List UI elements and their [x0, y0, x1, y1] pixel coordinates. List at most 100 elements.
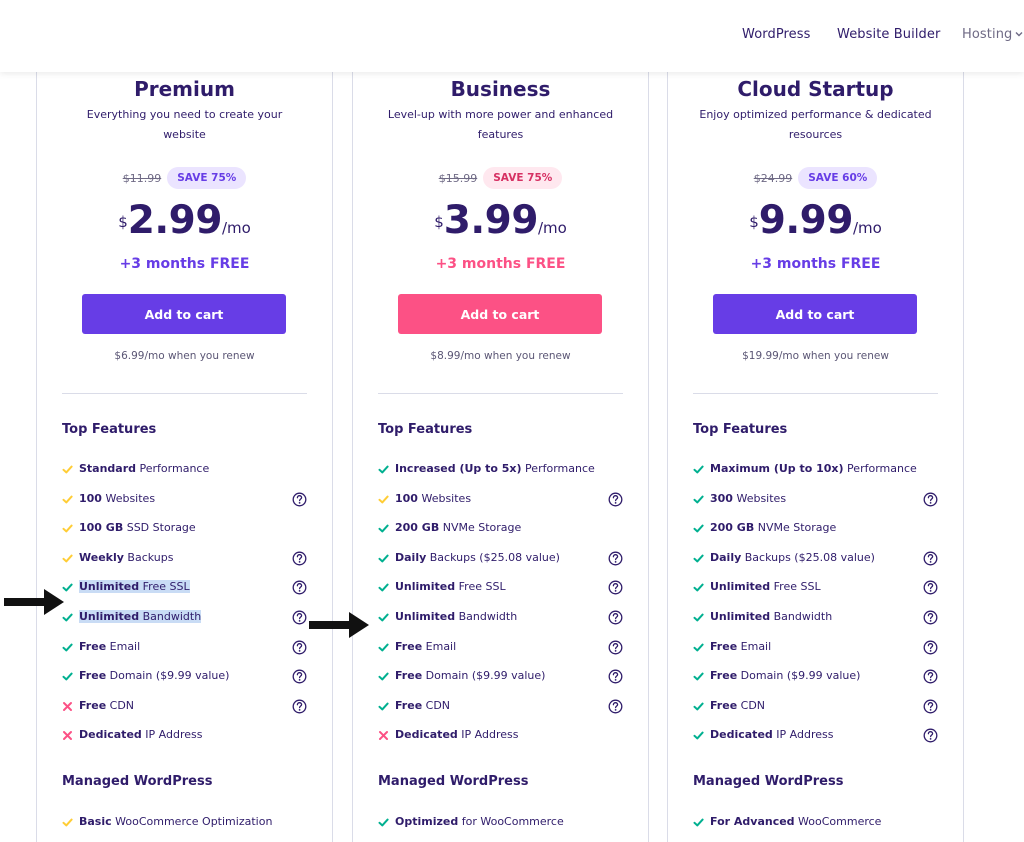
help-icon[interactable] — [608, 699, 623, 714]
feature-item: Free Domain ($9.99 value) — [693, 668, 938, 686]
cross-icon — [379, 731, 388, 740]
feature-item: Maximum (Up to 10x) Performance — [693, 461, 938, 479]
check-icon — [378, 583, 389, 592]
feature-text: Free Domain ($9.99 value) — [79, 669, 229, 682]
feature-emphasis: For Advanced — [710, 815, 795, 828]
feature-item: Unlimited Bandwidth — [378, 609, 623, 627]
check-icon — [378, 465, 389, 474]
help-icon[interactable] — [608, 669, 623, 684]
check-icon — [378, 672, 389, 681]
help-icon[interactable] — [292, 699, 307, 714]
check-icon — [693, 731, 704, 740]
original-price: $15.99 — [438, 171, 478, 185]
feature-text: Dedicated IP Address — [79, 728, 202, 741]
managed-wordpress-title: Managed WordPress — [378, 774, 529, 789]
help-icon[interactable] — [292, 492, 307, 507]
feature-text: Unlimited Free SSL — [79, 580, 190, 593]
check-icon — [62, 465, 73, 474]
help-icon[interactable] — [923, 580, 938, 595]
feature-item: Free CDN — [693, 698, 938, 716]
feature-item: 100 GB SSD Storage — [62, 520, 307, 538]
help-icon[interactable] — [923, 669, 938, 684]
help-icon[interactable] — [292, 640, 307, 655]
help-icon[interactable] — [923, 551, 938, 566]
feature-emphasis: Free — [710, 669, 738, 682]
help-icon[interactable] — [923, 640, 938, 655]
top-navigation-bar: WordPress Website Builder Hosting — [0, 0, 1024, 72]
help-icon[interactable] — [292, 580, 307, 595]
feature-emphasis: Free — [79, 669, 107, 682]
help-icon[interactable] — [608, 551, 623, 566]
feature-text: Maximum (Up to 10x) Performance — [710, 462, 917, 475]
help-icon[interactable] — [923, 728, 938, 743]
check-icon — [62, 583, 73, 592]
help-icon[interactable] — [292, 610, 307, 625]
feature-item: Free Email — [62, 639, 307, 657]
help-icon[interactable] — [292, 669, 307, 684]
pricing-card-business: Business Level-up with more power and enh… — [352, 72, 649, 842]
check-icon — [62, 818, 73, 827]
divider — [693, 393, 938, 394]
help-icon[interactable] — [923, 610, 938, 625]
check-icon — [378, 702, 389, 711]
feature-item: Daily Backups ($25.08 value) — [378, 550, 623, 568]
feature-text: Free CDN — [710, 699, 765, 712]
managed-wordpress-title: Managed WordPress — [693, 774, 844, 789]
help-icon[interactable] — [923, 492, 938, 507]
feature-emphasis: Unlimited — [395, 610, 456, 623]
add-to-cart-button[interactable]: Add to cart — [713, 294, 917, 334]
feature-text: Weekly Backups — [79, 551, 173, 564]
check-icon — [693, 672, 704, 681]
check-icon — [378, 554, 389, 563]
feature-detail: Domain ($9.99 value) — [737, 669, 861, 682]
help-icon[interactable] — [608, 610, 623, 625]
feature-text: 200 GB NVMe Storage — [395, 521, 521, 534]
feature-emphasis: Free — [395, 640, 423, 653]
feature-item: Free Domain ($9.99 value) — [62, 668, 307, 686]
nav-item-wordpress[interactable]: WordPress — [742, 27, 811, 42]
help-icon[interactable] — [923, 699, 938, 714]
feature-text: Unlimited Bandwidth — [710, 610, 832, 623]
feature-item: Dedicated IP Address — [62, 727, 307, 745]
add-to-cart-button[interactable]: Add to cart — [82, 294, 286, 334]
nav-item-hosting[interactable]: Hosting — [962, 27, 1013, 42]
feature-emphasis: Standard — [79, 462, 137, 475]
feature-detail: for WooCommerce — [458, 815, 564, 828]
managed-wordpress-title: Managed WordPress — [62, 774, 213, 789]
save-badge: SAVE 60% — [798, 167, 878, 189]
renewal-price: $19.99/mo when you renew — [742, 350, 889, 362]
feature-detail: NVMe Storage — [439, 521, 522, 534]
check-icon — [378, 495, 389, 504]
help-icon[interactable] — [292, 551, 307, 566]
check-icon — [693, 613, 704, 622]
feature-emphasis: Daily — [710, 551, 742, 564]
nav-item-website-builder[interactable]: Website Builder — [837, 27, 941, 42]
cross-icon — [63, 731, 72, 740]
help-icon[interactable] — [608, 492, 623, 507]
add-to-cart-button[interactable]: Add to cart — [398, 294, 602, 334]
chevron-down-icon[interactable] — [1015, 30, 1023, 38]
feature-detail: CDN — [106, 699, 135, 712]
feature-emphasis: Free — [395, 699, 423, 712]
feature-detail: WooCommerce — [794, 815, 882, 828]
price-amount: 9.99 — [758, 198, 854, 243]
feature-text: 200 GB NVMe Storage — [710, 521, 836, 534]
feature-text: Dedicated IP Address — [710, 728, 833, 741]
help-icon[interactable] — [608, 580, 623, 595]
feature-item: Unlimited Free SSL — [693, 579, 938, 597]
feature-text: Free Email — [79, 640, 140, 653]
bonus-months: +3 months FREE — [119, 256, 250, 272]
feature-text: 100 GB SSD Storage — [79, 521, 196, 534]
feature-text: Dedicated IP Address — [395, 728, 518, 741]
plan-description: Everything you need to create your websi… — [86, 108, 283, 141]
feature-item: Unlimited Bandwidth — [693, 609, 938, 627]
price-period: /mo — [852, 219, 882, 237]
feature-text: Daily Backups ($25.08 value) — [710, 551, 875, 564]
feature-emphasis: Unlimited — [79, 580, 140, 593]
feature-detail: WooCommerce Optimization — [111, 815, 273, 828]
feature-item: For Advanced WooCommerce — [693, 814, 938, 832]
help-icon[interactable] — [608, 640, 623, 655]
feature-text: Unlimited Bandwidth — [395, 610, 517, 623]
feature-emphasis: Increased (Up to 5x) — [395, 462, 522, 475]
feature-item: Free Email — [693, 639, 938, 657]
